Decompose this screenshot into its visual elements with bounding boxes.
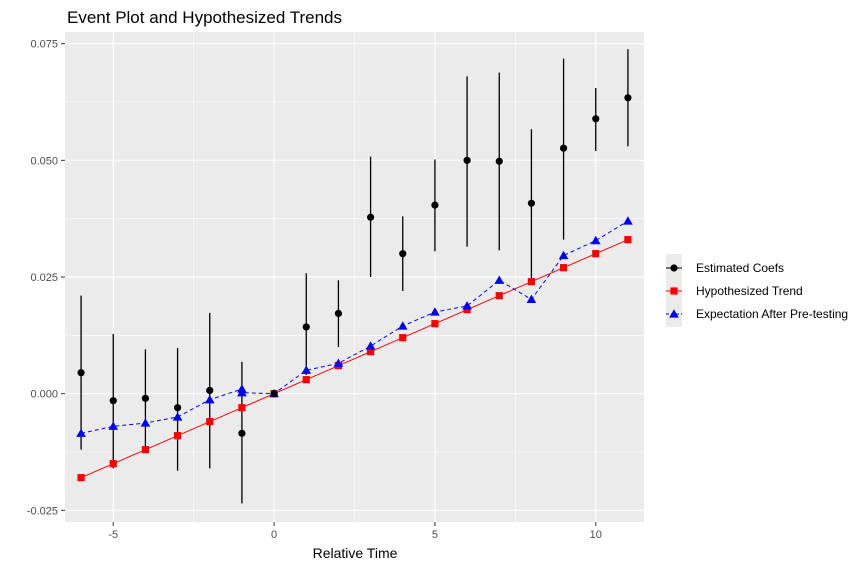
trend-point xyxy=(366,348,375,356)
expectation-point xyxy=(237,387,247,397)
trend-point xyxy=(302,376,310,384)
expectation-point xyxy=(623,216,633,225)
expectation-point xyxy=(365,341,376,350)
y-tick-label: 0.025 xyxy=(30,272,58,284)
expectation-point xyxy=(108,421,119,430)
y-tick-label: 0.050 xyxy=(30,155,58,167)
expectation-point xyxy=(333,358,344,367)
expectation-point xyxy=(462,301,472,310)
x-tick-label: -5 xyxy=(108,529,118,541)
trend-point xyxy=(77,474,85,482)
y-tick-label: 0.000 xyxy=(30,389,58,401)
expectation-point xyxy=(301,365,312,374)
expectation-point xyxy=(76,428,86,437)
coef-point xyxy=(302,323,310,331)
x-tick-label: 5 xyxy=(432,529,438,541)
expectation-point xyxy=(558,250,569,260)
legend-label: Hypothesized Trend xyxy=(696,284,803,298)
coef-point xyxy=(399,250,407,258)
coef-point xyxy=(624,94,632,102)
legend-label: Expectation After Pre-testing xyxy=(696,307,848,321)
coef-point xyxy=(77,369,85,377)
legend-key-marker xyxy=(669,309,679,318)
expectation-point xyxy=(430,307,440,316)
coef-point xyxy=(334,309,343,317)
legend: Estimated Coefs Hypothesized Trend Expecta… xyxy=(666,254,848,327)
expectation-point xyxy=(526,294,537,303)
coef-point xyxy=(141,394,150,402)
coef-point xyxy=(206,386,214,394)
coef-point xyxy=(463,156,471,164)
trend-point xyxy=(109,460,117,468)
chart-title: Event Plot and Hypothesized Trends xyxy=(67,8,342,27)
expectation-point xyxy=(172,412,183,421)
coef-point xyxy=(495,157,503,165)
trend-point xyxy=(592,250,600,258)
expectation-point xyxy=(397,321,408,330)
y-tick-label: 0.075 xyxy=(30,39,58,51)
legend-label: Estimated Coefs xyxy=(696,261,784,275)
trend-point xyxy=(624,236,632,244)
trend-point xyxy=(463,306,471,314)
grid-lines xyxy=(65,32,644,522)
x-tick-label: 0 xyxy=(271,529,277,541)
trend-point xyxy=(206,418,214,426)
expectation-point xyxy=(204,394,215,404)
coef-point xyxy=(431,201,439,209)
trend-point xyxy=(527,278,536,286)
coef-point xyxy=(527,199,536,207)
coef-point xyxy=(559,144,568,152)
trend-point xyxy=(431,320,439,328)
trend-point xyxy=(399,334,407,342)
expectation-point xyxy=(590,235,601,245)
x-tick-label: 10 xyxy=(590,529,602,541)
trend-point xyxy=(141,446,150,454)
coef-point xyxy=(109,397,117,405)
x-axis-title: Relative Time xyxy=(313,545,398,561)
axes: -5 0 5 10 -0.025 0.000 0.025 0.050 0.075 xyxy=(27,39,602,541)
expectation-point xyxy=(140,418,151,427)
coef-point xyxy=(173,404,182,412)
trend-point xyxy=(238,404,246,412)
data-layer xyxy=(76,49,633,504)
y-tick-label: -0.025 xyxy=(27,505,58,517)
coef-point xyxy=(366,213,375,221)
coef-point xyxy=(270,390,278,398)
expectation-point xyxy=(494,275,505,284)
trend-line xyxy=(80,239,629,479)
trend-point xyxy=(495,292,503,300)
legend-key-marker xyxy=(670,264,678,272)
coef-point xyxy=(238,429,246,437)
coef-point xyxy=(592,115,600,123)
trend-point xyxy=(173,432,182,440)
trend-point xyxy=(559,264,568,272)
legend-key-marker xyxy=(670,287,678,295)
